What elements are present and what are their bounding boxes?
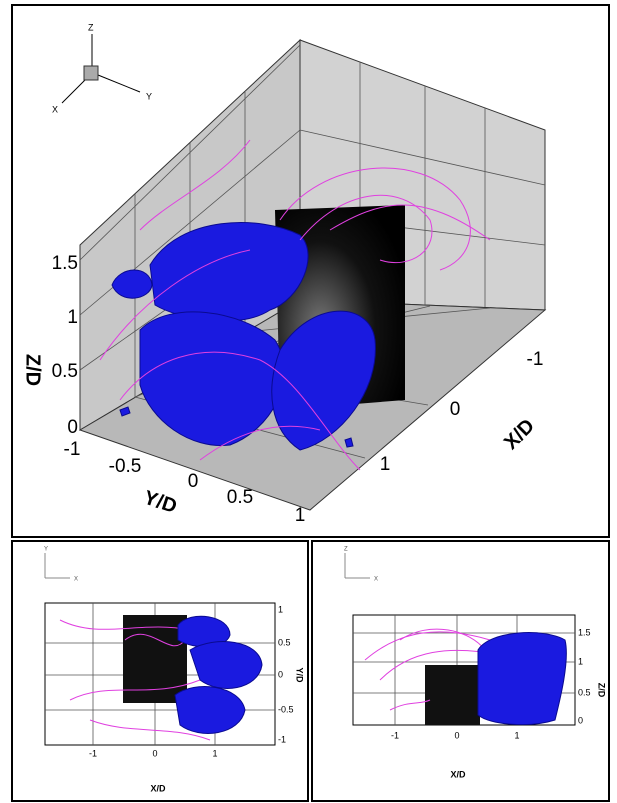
iso-surface: [174, 615, 263, 734]
iso-surface: [477, 632, 567, 726]
triad-x: X: [374, 577, 378, 583]
z-axis-label: Z/D: [22, 354, 44, 386]
z-tick-label: 1.5: [52, 253, 78, 274]
y-tick-label: -1: [278, 734, 286, 744]
z-tick-label: 1: [67, 307, 78, 328]
x-axis-label: X/D: [450, 769, 466, 779]
x-tick-label: 1: [514, 730, 519, 740]
top-view: Y X 1 0.5 0 -0.5 -1 Y/D -1 0 1 X/D: [11, 540, 309, 802]
cube: [123, 615, 187, 703]
y-tick-label: 0: [188, 471, 199, 492]
x-tick-label: 0: [454, 730, 459, 740]
streamlines: [59, 619, 211, 741]
triad-x: X: [74, 577, 78, 583]
triad-y: Y: [146, 91, 152, 101]
side-view: Z X 1.5 1 0.5 0 Z/D -1 0 1 X/D: [311, 540, 610, 802]
y-tick-label: 0.5: [278, 637, 291, 647]
z-axis-label: Z/D: [597, 683, 607, 698]
main-view: Z Y X 0 0.5 1 1.5 Z/D -1 -0.5 0 0.5 1 Y/…: [11, 4, 610, 538]
cube: [425, 665, 480, 725]
z-tick-label: 0: [578, 715, 583, 725]
z-tick-label: 0.5: [578, 687, 591, 697]
y-axis-label: Y/D: [295, 667, 305, 683]
x-tick-label: -1: [391, 730, 399, 740]
y-tick-label: -0.5: [109, 456, 142, 477]
z-tick-label: 1.5: [578, 627, 591, 637]
z-tick-label: 0.5: [52, 361, 78, 382]
z-tick-label: 0: [67, 417, 78, 438]
triad-z: Z: [344, 547, 348, 553]
iso-surface: [111, 222, 376, 451]
x-axis-label: X/D: [150, 783, 166, 793]
x-tick-label: 0: [450, 399, 461, 420]
x-tick-label: 1: [380, 454, 391, 475]
triad-y: Y: [44, 547, 48, 553]
triad: Z Y X: [52, 22, 152, 114]
streamlines: [99, 139, 491, 471]
z-tick-label: 1: [578, 656, 583, 666]
y-tick-label: -0.5: [278, 704, 294, 714]
y-tick-label: -1: [64, 439, 81, 460]
y-tick-label: 1: [278, 604, 283, 614]
y-tick-label: 0.5: [227, 487, 253, 508]
y-tick-label: 1: [295, 505, 306, 526]
x-tick-label: 0: [152, 748, 157, 758]
x-tick-label: -1: [527, 349, 544, 370]
y-tick-label: 0: [278, 669, 283, 679]
x-tick-label: -1: [89, 748, 97, 758]
triad-z: Z: [88, 22, 94, 32]
x-tick-label: 1: [212, 748, 217, 758]
triad-x: X: [52, 104, 58, 114]
